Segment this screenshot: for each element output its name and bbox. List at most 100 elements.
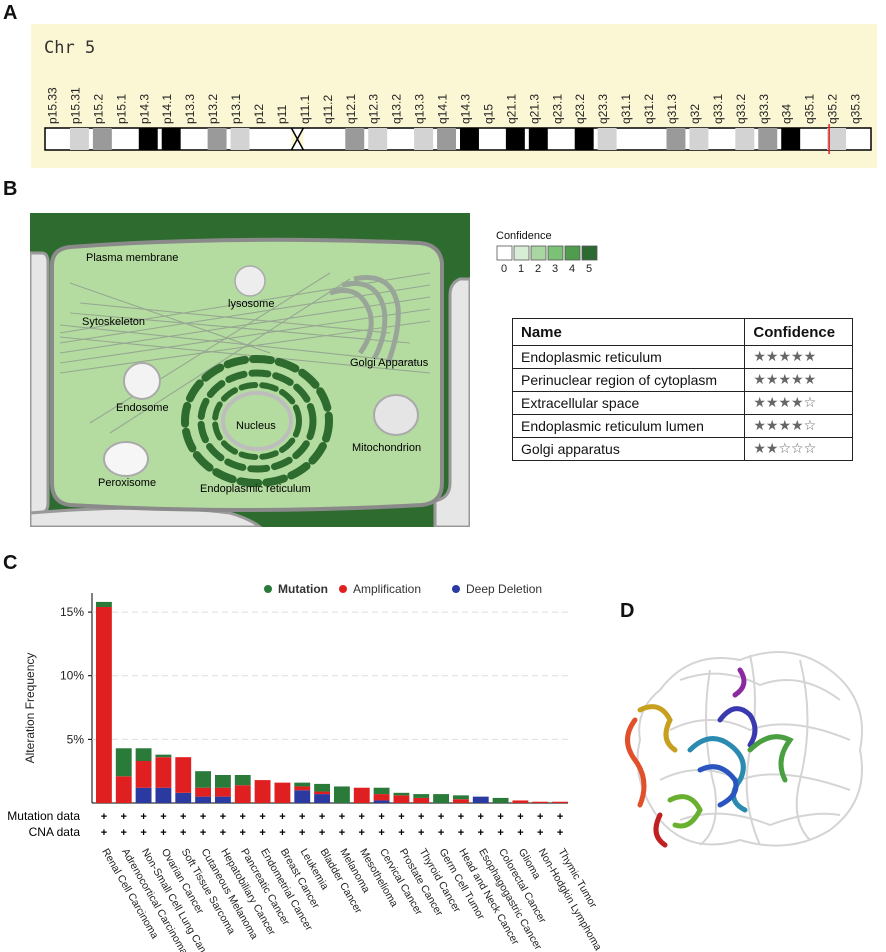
- cna-data-mark: +: [418, 827, 424, 839]
- row-name: Perinuclear region of cytoplasm: [511, 368, 746, 392]
- bar-amplification: [452, 799, 469, 803]
- chromosome-band: [666, 128, 686, 150]
- chromosome-band: [230, 128, 250, 150]
- mutation-data-mark: +: [121, 811, 127, 823]
- centromere: [290, 127, 305, 151]
- cna-data-mark: +: [359, 827, 365, 839]
- bar-amplification: [294, 786, 311, 791]
- bar-deep-deletion: [195, 796, 212, 803]
- table-row: Extracellular space ★★★★☆: [511, 391, 853, 415]
- legend-swatch: [513, 245, 530, 261]
- band-label: q31.1: [619, 94, 633, 124]
- bar-deep-deletion: [373, 800, 390, 803]
- chromosome-band: [138, 128, 158, 150]
- legend-swatch: [581, 245, 598, 261]
- legend-level: 3: [552, 263, 558, 275]
- band-label: q35.3: [849, 94, 863, 124]
- legend-swatch: [496, 245, 513, 261]
- bar-mutation: [214, 775, 231, 788]
- confidence-legend-title: Confidence: [496, 230, 552, 242]
- bar-mutation: [135, 748, 152, 761]
- label-mitochondrion: Mitochondrion: [352, 442, 421, 454]
- mutation-data-mark: +: [200, 811, 206, 823]
- bar-amplification: [353, 787, 370, 803]
- band-label: p13.1: [229, 94, 243, 124]
- protein-structure: [625, 651, 863, 848]
- band-label: p15.2: [91, 94, 105, 124]
- chromosome-band: [69, 128, 89, 150]
- band-label: q23.2: [573, 94, 587, 124]
- protein-chain-colored: [625, 667, 794, 848]
- cna-data-mark: +: [121, 827, 127, 839]
- panel-letter-d: D: [620, 600, 635, 622]
- cna-data-mark: +: [319, 827, 325, 839]
- bar-amplification: [234, 785, 251, 803]
- bar-mutation: [155, 754, 172, 758]
- cna-data-mark: +: [557, 827, 563, 839]
- bar-amplification: [393, 795, 410, 803]
- band-label: q33.1: [711, 94, 725, 124]
- bar-deep-deletion: [135, 787, 152, 803]
- bar-mutation: [234, 775, 251, 786]
- cna-data-mark: +: [517, 827, 523, 839]
- label-er: Endoplasmic reticulum: [200, 483, 311, 495]
- bar-mutation: [433, 794, 450, 803]
- golgi-apparatus: [329, 275, 401, 364]
- mutation-data-mark: +: [537, 811, 543, 823]
- bar-mutation: [115, 748, 132, 777]
- bar-mutation: [452, 795, 469, 800]
- y-tick-label: 10%: [60, 669, 84, 683]
- cna-data-mark: +: [478, 827, 484, 839]
- chromosome-band: [781, 128, 801, 150]
- chromosome-band: [689, 128, 709, 150]
- label-golgi: Golgi Apparatus: [350, 357, 429, 369]
- bar-deep-deletion: [214, 796, 231, 803]
- cna-data-mark: +: [398, 827, 404, 839]
- cna-data-mark: +: [101, 827, 107, 839]
- cna-data-row-label: CNA data: [29, 825, 81, 839]
- panel-letter-a: A: [3, 2, 18, 24]
- y-tick-label: 5%: [67, 732, 85, 746]
- mutation-data-mark: +: [418, 811, 424, 823]
- bar-mutation: [195, 771, 212, 788]
- bar-mutation: [393, 792, 410, 796]
- band-label: q12.3: [367, 94, 381, 124]
- legend-level: 2: [535, 263, 541, 275]
- band-label: q13.3: [413, 94, 427, 124]
- bar-mutation: [95, 601, 112, 607]
- chromosome-band: [345, 128, 365, 150]
- mutation-data-mark: +: [240, 811, 246, 823]
- legend-level: 0: [501, 263, 507, 275]
- panel-letter-b: B: [3, 178, 18, 200]
- band-label: p13.2: [206, 94, 220, 124]
- chromosome-band: [207, 128, 227, 150]
- endoplasmic-reticulum: [181, 355, 333, 487]
- mutation-data-mark: +: [458, 811, 464, 823]
- bar-amplification: [95, 607, 112, 803]
- cna-data-mark: +: [180, 827, 186, 839]
- peroxisome: [103, 441, 149, 477]
- label-peroxisome: Peroxisome: [98, 477, 156, 489]
- legend-level: 1: [518, 263, 524, 275]
- cna-data-mark: +: [220, 827, 226, 839]
- chromosome-band: [368, 128, 388, 150]
- mutation-data-mark: +: [438, 811, 444, 823]
- band-label: q12.1: [344, 94, 358, 124]
- y-axis-label: Alteration Frequency: [23, 653, 37, 764]
- bar-amplification: [314, 791, 331, 795]
- mutation-data-mark: +: [497, 811, 503, 823]
- band-label: q23.3: [596, 94, 610, 124]
- row-name: Golgi apparatus: [511, 437, 746, 461]
- mutation-data-mark: +: [517, 811, 523, 823]
- nucleus: [221, 391, 293, 451]
- endosome: [123, 362, 161, 400]
- bar-amplification: [214, 787, 231, 797]
- band-label: q15: [481, 104, 495, 124]
- bar-mutation: [373, 787, 390, 795]
- band-label: p13.3: [183, 94, 197, 124]
- chromosome-band: [827, 128, 847, 150]
- band-label: p11: [275, 105, 289, 124]
- header-confidence: Confidence: [744, 318, 853, 346]
- header-name: Name: [511, 318, 746, 346]
- legend-marker: [452, 585, 460, 593]
